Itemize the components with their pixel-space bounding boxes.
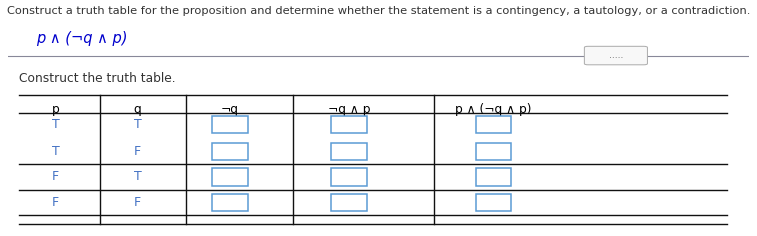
Text: F: F <box>52 170 59 183</box>
Text: p: p <box>52 103 60 116</box>
Text: T: T <box>133 170 142 183</box>
Bar <box>475 168 511 185</box>
Text: .....: ..... <box>609 51 623 60</box>
Bar <box>475 116 511 134</box>
Text: ¬q ∧ p: ¬q ∧ p <box>328 103 370 116</box>
Text: p ∧ (¬q ∧ p): p ∧ (¬q ∧ p) <box>455 103 531 116</box>
Bar <box>212 143 248 160</box>
Bar <box>475 194 511 211</box>
Text: T: T <box>52 145 60 158</box>
Text: ¬q: ¬q <box>221 103 239 116</box>
Text: p ∧ (¬q ∧ p): p ∧ (¬q ∧ p) <box>36 31 127 46</box>
Bar <box>212 116 248 134</box>
Text: F: F <box>52 196 59 209</box>
Text: q: q <box>133 103 142 116</box>
Bar <box>331 168 366 185</box>
Bar <box>331 143 366 160</box>
Text: T: T <box>133 118 142 131</box>
Text: F: F <box>134 145 141 158</box>
Bar <box>331 194 366 211</box>
Text: Construct a truth table for the proposition and determine whether the statement : Construct a truth table for the proposit… <box>7 6 750 16</box>
Text: F: F <box>134 196 141 209</box>
Text: T: T <box>52 118 60 131</box>
Bar <box>212 168 248 185</box>
Bar <box>475 143 511 160</box>
Bar <box>331 116 366 134</box>
Text: Construct the truth table.: Construct the truth table. <box>19 72 176 85</box>
Bar <box>212 194 248 211</box>
FancyBboxPatch shape <box>584 46 647 65</box>
